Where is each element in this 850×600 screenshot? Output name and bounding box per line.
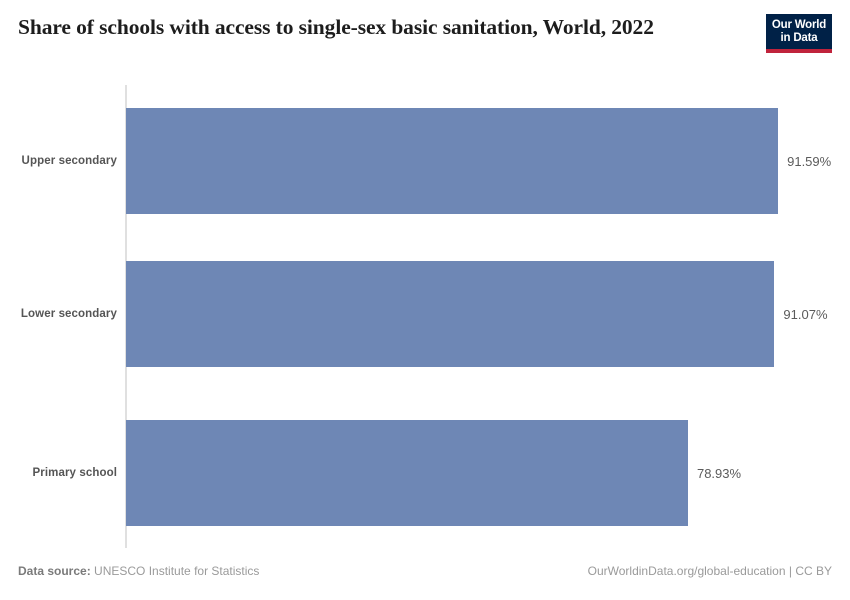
bar-row: Upper secondary 91.59% (0, 108, 850, 214)
bar-row: Primary school 78.93% (0, 420, 850, 526)
bar-primary-school[interactable] (126, 420, 688, 526)
bar-category-label: Lower secondary (20, 308, 117, 320)
logo-line-2: in Data (780, 32, 818, 44)
bar-value-label: 91.07% (783, 306, 828, 322)
our-world-in-data-logo[interactable]: Our World in Data (766, 14, 832, 53)
logo-line-1: Our World (771, 19, 827, 31)
bar-value-label: 78.93% (696, 465, 742, 481)
chart-footer: Data source: UNESCO Institute for Statis… (0, 552, 850, 600)
data-source-label: Data source: (18, 564, 91, 578)
bar-category-label: Primary school (32, 467, 117, 479)
bar-upper-secondary[interactable] (126, 108, 779, 214)
bar-row: Lower secondary 91.07% (0, 261, 850, 367)
data-source: Data source: UNESCO Institute for Statis… (18, 564, 259, 578)
bar-category-label: Upper secondary (21, 155, 117, 167)
bar-lower-secondary[interactable] (126, 261, 775, 367)
chart-header: Share of schools with access to single-s… (0, 0, 850, 80)
bar-value-label: 91.59% (787, 153, 832, 169)
bar-chart-plot-area: Upper secondary 91.59% Lower secondary 9… (0, 80, 850, 552)
data-source-value: UNESCO Institute for Statistics (90, 564, 260, 578)
attribution-link[interactable]: OurWorldinData.org/global-education | CC… (587, 564, 832, 578)
page-title: Share of schools with access to single-s… (18, 15, 654, 39)
